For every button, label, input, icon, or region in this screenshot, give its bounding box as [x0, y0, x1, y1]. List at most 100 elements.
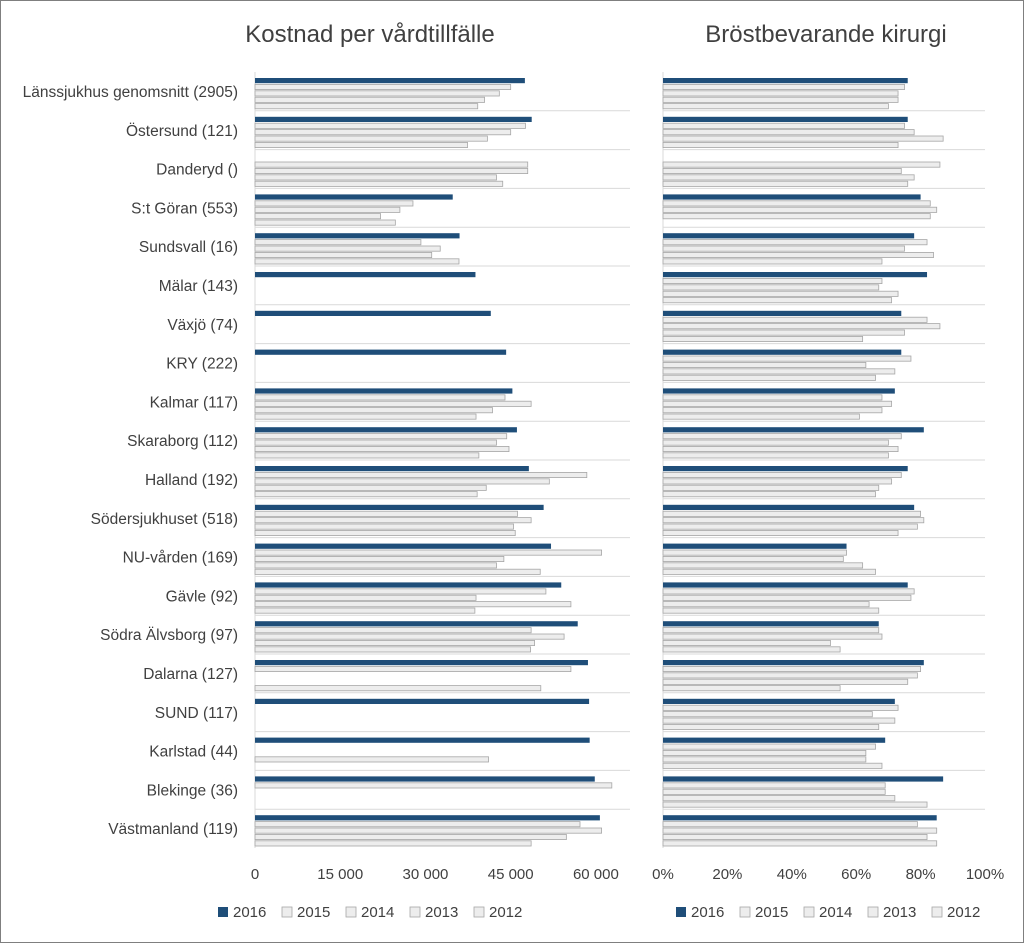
legend-label-2015: 2015 [755, 904, 788, 921]
bar-2016-18 [663, 776, 944, 782]
bar-2016-1 [255, 116, 532, 122]
bar-2016-9 [255, 427, 517, 433]
bar-2015-10 [254, 471, 588, 478]
bar-2012-8 [254, 413, 477, 420]
bar-2014-1 [254, 129, 512, 136]
bar-2015-4 [254, 239, 422, 246]
legend-label-2014: 2014 [361, 904, 394, 921]
bar-2016-6 [663, 310, 902, 316]
bar-2016-17 [663, 737, 886, 743]
x-tick-label: 30 000 [403, 866, 449, 883]
bar-2014-3 [662, 206, 938, 213]
x-tick-label: 60 000 [573, 866, 619, 883]
bar-2016-5 [663, 272, 928, 278]
category-label: Karlstad (44) [149, 744, 238, 761]
bar-2016-8 [663, 388, 895, 394]
bar-2013-11 [254, 523, 514, 530]
bar-2015-0 [254, 84, 512, 91]
bar-2014-9 [254, 439, 497, 446]
category-label: Södersjukhuset (518) [91, 511, 238, 528]
category-label: NU-vården (169) [123, 550, 238, 567]
category-label: Skaraborg (112) [127, 433, 238, 450]
bar-2012-15 [254, 685, 542, 692]
category-label: Växjö (74) [167, 317, 238, 334]
legend-label-2014: 2014 [819, 904, 852, 921]
x-tick-label: 100% [966, 866, 1004, 883]
bar-2014-18 [662, 788, 886, 795]
bar-2015-18 [662, 782, 886, 789]
category-label: Dalarna (127) [143, 666, 238, 683]
bar-2015-13 [662, 588, 915, 595]
category-label: Södra Älvsborg (97) [100, 627, 238, 644]
bar-2014-9 [662, 439, 889, 446]
category-label: Västmanland (119) [108, 821, 238, 838]
bar-2016-9 [663, 427, 924, 433]
bar-2012-12 [254, 568, 541, 575]
bar-2016-12 [663, 543, 847, 549]
bar-2014-14 [662, 633, 883, 640]
bar-2015-2 [254, 161, 529, 168]
bar-2013-12 [254, 562, 497, 569]
bar-2014-10 [662, 478, 893, 485]
bar-2014-17 [662, 750, 867, 757]
x-tick-label: 0 [251, 866, 259, 883]
bar-2012-11 [254, 530, 516, 537]
bar-2015-0 [662, 84, 905, 91]
bar-2012-16 [662, 724, 880, 731]
bar-2015-5 [662, 277, 883, 284]
bar-2014-13 [662, 594, 912, 601]
bar-2016-14 [255, 621, 578, 627]
bar-2014-8 [254, 400, 532, 407]
bar-2013-6 [662, 329, 905, 336]
bar-2015-12 [254, 549, 602, 556]
bar-2013-12 [662, 562, 864, 569]
bar-2012-9 [662, 452, 889, 459]
bar-2013-13 [662, 601, 870, 608]
category-label: Kalmar (117) [150, 394, 238, 411]
category-label: S:t Göran (553) [131, 200, 238, 217]
legend-swatch-2015 [281, 906, 293, 918]
bar-2016-19 [663, 815, 937, 821]
bar-2012-5 [662, 297, 893, 304]
bar-2012-17 [662, 762, 883, 769]
bar-2014-12 [254, 556, 505, 563]
bar-2013-17 [662, 756, 867, 763]
bar-2015-11 [662, 510, 922, 517]
x-tick-label: 15 000 [317, 866, 363, 883]
bar-2013-7 [662, 368, 896, 375]
bar-2015-2 [662, 161, 941, 168]
legend-cost: 2016 2015 2014 2013 2012 [218, 904, 522, 921]
legend-swatch-2015 [739, 906, 751, 918]
bar-2015-7 [662, 355, 912, 362]
legend-swatch-2013 [867, 906, 879, 918]
plot-area-cost: 0 15 000 30 000 45 000 60 000 [251, 72, 630, 883]
bar-2014-2 [662, 167, 902, 174]
legend-surgery: 2016 2015 2014 2013 2012 [676, 904, 980, 921]
legend-swatch-2014 [345, 906, 357, 918]
legend-label-2013: 2013 [425, 904, 458, 921]
legend-swatch-2016 [676, 907, 686, 917]
bar-2015-12 [662, 549, 847, 556]
legend-label-2012: 2012 [947, 904, 980, 921]
bar-2014-15 [662, 672, 918, 679]
bar-2016-1 [663, 116, 908, 122]
bar-2014-4 [254, 245, 441, 252]
bar-2012-0 [662, 103, 889, 110]
bar-2016-10 [255, 466, 529, 472]
bar-2016-18 [255, 776, 595, 782]
bar-2013-1 [254, 135, 488, 142]
bar-2013-3 [254, 213, 381, 220]
bar-2016-7 [255, 349, 507, 355]
x-tick-label: 60% [841, 866, 871, 883]
bar-2014-12 [662, 556, 844, 563]
bar-2015-18 [254, 782, 613, 789]
bar-2014-8 [662, 400, 893, 407]
bar-2012-12 [662, 568, 876, 575]
bar-2013-18 [662, 795, 896, 802]
legend-swatch-2013 [409, 906, 421, 918]
legend-swatch-2012 [473, 906, 485, 918]
category-label: KRY (222) [166, 356, 238, 373]
bar-2012-6 [662, 335, 864, 342]
bar-2012-11 [662, 530, 899, 537]
